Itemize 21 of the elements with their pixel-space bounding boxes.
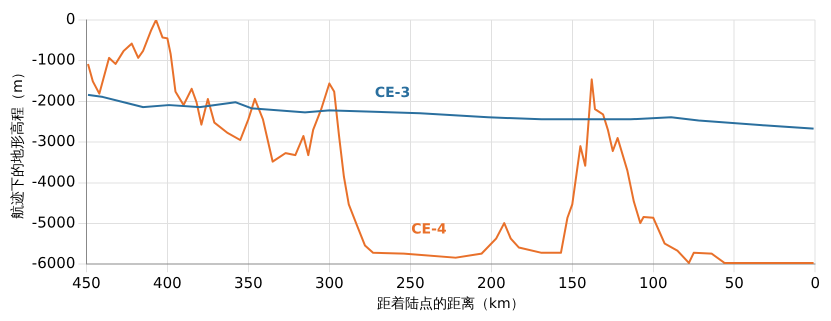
x-tick-label: 150 [558, 274, 587, 292]
y-tick-label: -1000 [32, 50, 76, 69]
x-tick-label: 250 [396, 274, 425, 292]
y-tick-label: -2000 [32, 91, 76, 110]
x-axis-title: 距着陆点的距离（km） [376, 296, 525, 312]
x-tick-label: 200 [476, 274, 506, 292]
series-label: CE-4 [411, 222, 447, 238]
series-label: CE-3 [374, 84, 410, 101]
y-tick-label: -5000 [32, 213, 76, 232]
y-tick-label: 0 [66, 10, 76, 28]
x-tick-label: 350 [234, 274, 263, 292]
x-tick-label: 300 [315, 274, 344, 292]
x-tick-label: 400 [153, 274, 182, 292]
y-axis-title: 航迹下的地形高程（m） [10, 65, 26, 219]
y-tick-label: -3000 [32, 132, 76, 150]
y-tick-label: -6000 [32, 254, 76, 272]
x-tick-label: 100 [638, 274, 668, 292]
y-tick-label: -4000 [32, 172, 76, 191]
x-tick-label: 450 [72, 274, 101, 292]
x-tick-label: 0 [810, 274, 820, 292]
x-tick-label: 50 [724, 274, 744, 292]
